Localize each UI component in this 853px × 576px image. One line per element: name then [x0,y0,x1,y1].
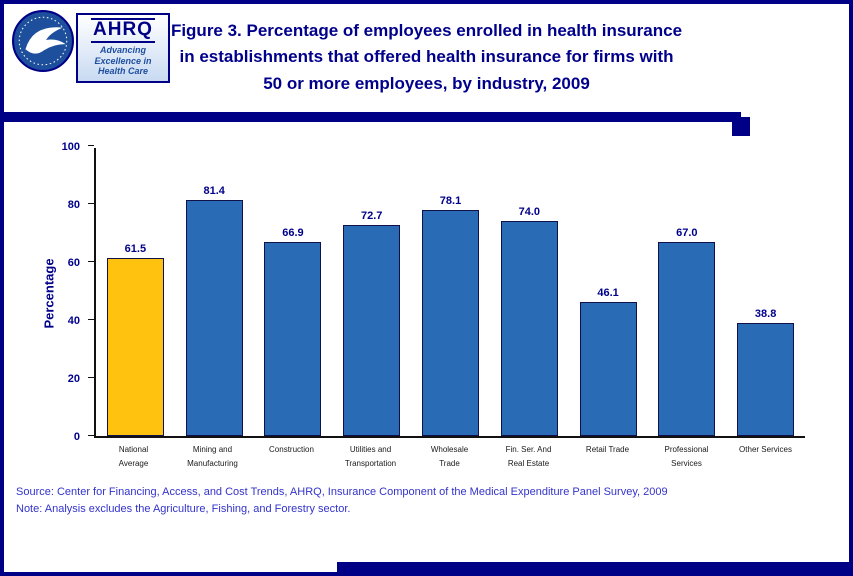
y-tick-mark [88,261,94,262]
bar-value-label: 67.0 [676,226,698,239]
bar [343,225,401,436]
header-divider-bar [4,112,750,136]
bar [264,242,322,436]
ahrq-tagline: Advancing Excellence in Health Care [94,44,152,77]
bar [737,323,795,436]
bar-value-label: 78.1 [439,194,462,207]
bar-value-label: 74.0 [518,206,540,219]
x-axis-category-label: Retail Trade [585,445,630,454]
x-axis-category-label: National Average [118,445,149,468]
chart: Percentage 0 20 40 60 80 100 61.5 81.4 66.9 72.7… [18,141,805,470]
y-tick-label: 20 [67,373,80,385]
hhs-seal-icon [12,10,74,72]
y-tick-label: 60 [67,257,80,269]
bar [106,257,164,436]
bar-value-label: 46.1 [597,287,619,300]
bottom-accent-bar [337,562,849,572]
header-divider-step [732,117,750,136]
bar [500,221,558,436]
y-tick-mark [88,145,94,146]
y-tick-label: 40 [67,315,80,327]
x-axis-category-label: Professional Services [664,445,709,468]
source-text: Source: Center for Financing, Access, an… [16,486,668,499]
plot-area: 0 20 40 60 80 100 61.5 81.4 66.9 72.7 78.1 74.0 46.… [62,141,805,443]
y-tick-mark [88,203,94,204]
bar-value-label: 81.4 [203,184,225,197]
y-tick-mark [88,319,94,320]
bar-slot: 46.1 [569,287,648,436]
y-tick-mark [88,435,94,436]
bar [658,241,716,436]
header: AHRQ Advancing Excellence in Health Care… [4,4,849,110]
bar-slot: 81.4 [175,185,254,436]
bars-container: 61.5 81.4 66.9 72.7 78.1 74.0 46.1 67.0 38.8 [96,148,805,436]
y-tick-label: 80 [67,199,80,211]
y-tick-label: 100 [61,141,80,153]
bar [579,302,637,436]
x-axis-category-label: Wholesale Trade [430,445,469,468]
ahrq-logo: AHRQ Advancing Excellence in Health Care [76,13,170,84]
x-axis-category-label: Construction [269,445,314,454]
x-axis-category-label: Fin. Ser. And Real Estate [505,445,552,468]
note-text: Note: Analysis excludes the Agriculture,… [16,503,351,516]
bar-value-label: 38.8 [754,308,777,321]
bar-value-label: 72.7 [361,210,383,223]
bar [422,209,480,436]
figure-title: Figure 3. Percentage of employees enroll… [170,21,683,93]
bar-slot: 38.8 [726,308,805,436]
y-ticks: 0 20 40 60 80 100 [50,141,88,443]
x-axis-category-label: Other Services [739,445,792,454]
bar-slot: 61.5 [96,243,175,436]
ahrq-acronym: AHRQ [91,18,155,43]
bar-slot: 78.1 [411,195,490,436]
bar-slot: 66.9 [254,227,333,436]
x-axis-category-label: Mining and Manufacturing [187,445,238,468]
bar-slot: 72.7 [332,210,411,436]
bar-value-label: 61.5 [124,242,147,255]
bar-value-label: 66.9 [282,227,304,239]
bar-slot: 74.0 [490,206,569,436]
x-axis-category-label: Utilities and Transportation [344,445,397,468]
logo-group: AHRQ Advancing Excellence in Health Care [12,10,170,84]
x-axis-labels: National Average Mining and Manufacturing… [94,443,805,470]
y-tick-label: 0 [73,431,80,443]
bar [185,199,243,436]
y-tick-mark [88,377,94,378]
plot-and-labels: 0 20 40 60 80 100 61.5 81.4 66.9 72.7 78.1 74.0 46.… [62,141,805,470]
bar-slot: 67.0 [647,227,726,436]
footer: Source: Center for Financing, Access, an… [16,484,849,518]
